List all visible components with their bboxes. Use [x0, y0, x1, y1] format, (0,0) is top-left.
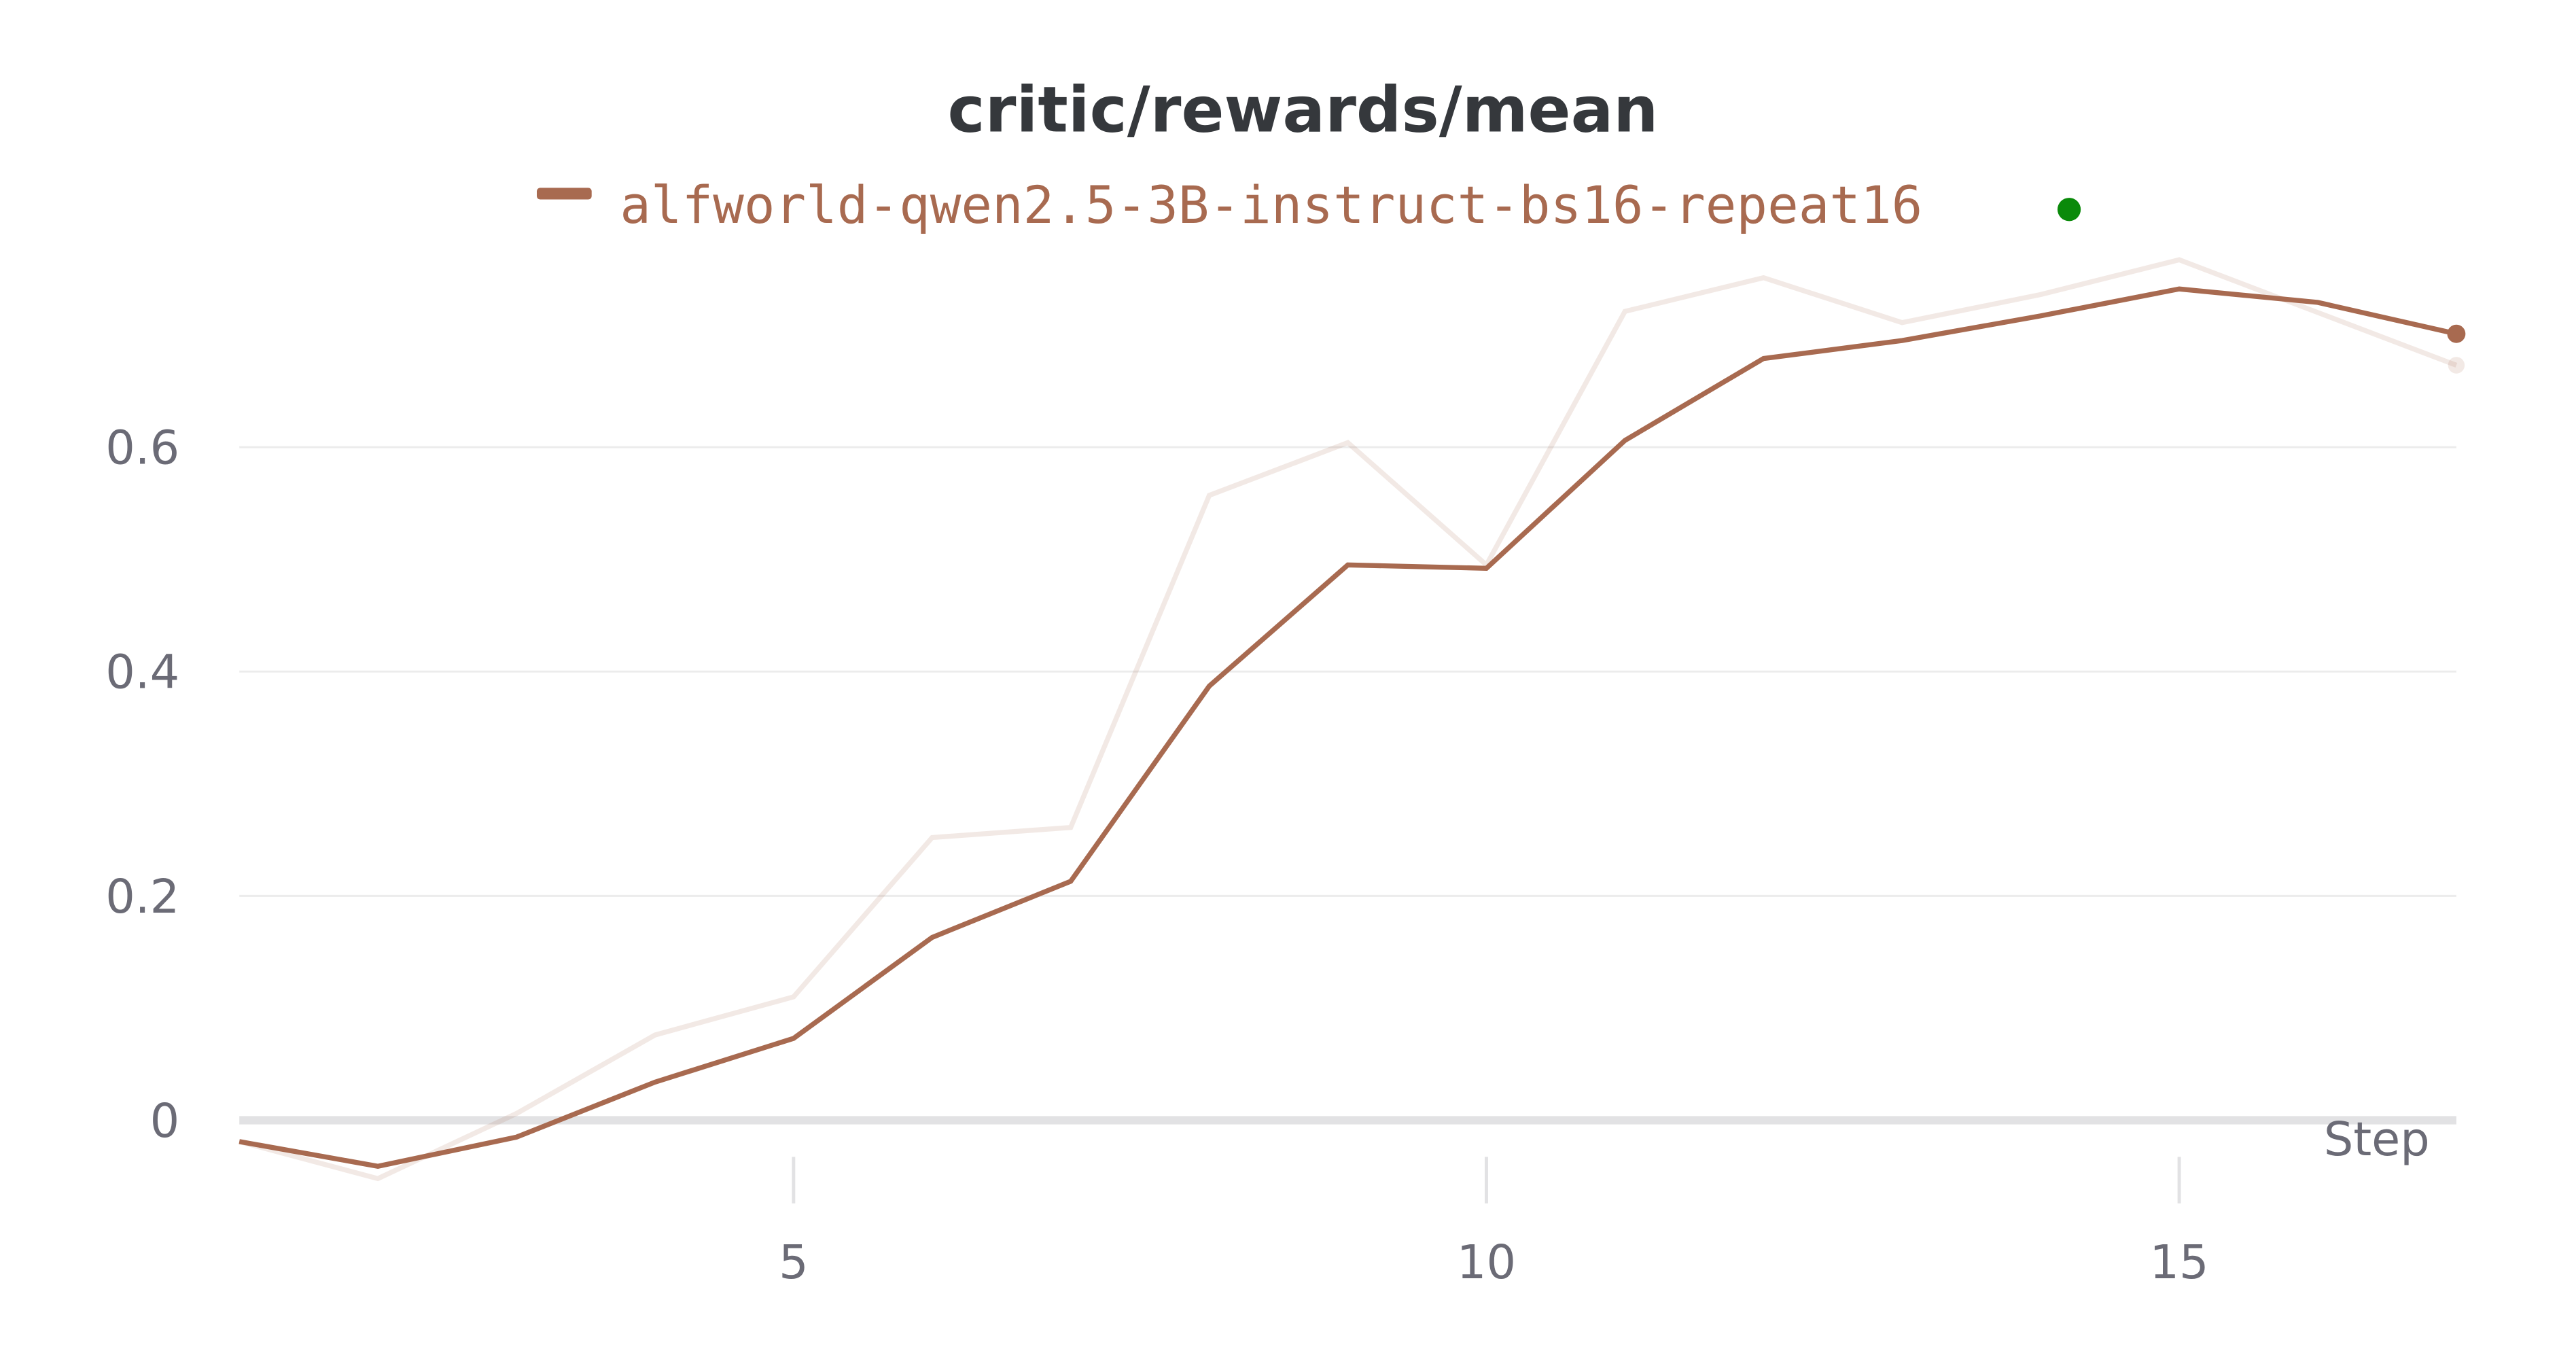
raw-series-line: [239, 257, 2458, 1182]
legend: alfworld-qwen2.5-3B-instruct-bs16-repeat…: [536, 175, 2081, 235]
x-tick-label: 10: [1457, 1235, 1516, 1290]
legend-swatch: [536, 188, 592, 200]
chart-title: critic/rewards/mean: [948, 73, 1659, 146]
y-tick-label: 0.4: [105, 646, 179, 700]
smoothed-series-line: [239, 286, 2457, 1169]
y-tick-label: 0.2: [105, 870, 179, 924]
x-tick-label: 5: [779, 1235, 809, 1290]
x-axis-label: Step: [2324, 1112, 2430, 1167]
x-tick-label: 15: [2150, 1235, 2209, 1290]
legend-label: alfworld-qwen2.5-3B-instruct-bs16-repeat…: [620, 175, 1922, 235]
raw-last-point: [2448, 357, 2465, 374]
status-dot: [2057, 198, 2081, 222]
y-tick-label: 0.6: [105, 421, 179, 475]
smoothed-last-point: [2447, 324, 2466, 343]
y-tick-label: 0: [150, 1094, 180, 1148]
